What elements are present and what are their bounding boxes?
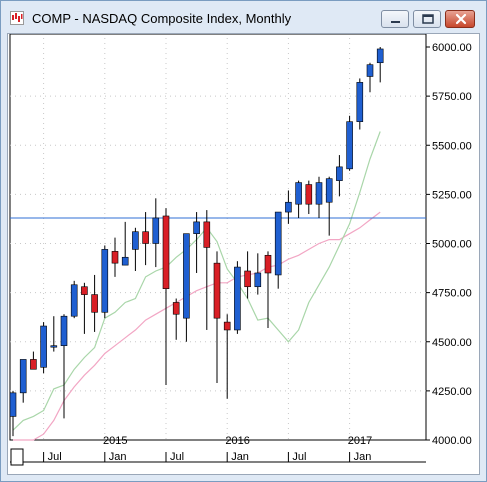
x-year-label: 2016 xyxy=(225,435,249,447)
candle-body[interactable] xyxy=(50,345,58,348)
candle-body[interactable] xyxy=(254,272,262,288)
x-month-label: Jul xyxy=(170,451,184,463)
x-month-label: Jul xyxy=(48,451,62,463)
candle-body[interactable] xyxy=(203,221,211,248)
candle-body[interactable] xyxy=(183,233,190,319)
candle-body[interactable] xyxy=(9,392,17,417)
y-tick-label: 4500.00 xyxy=(432,337,472,349)
candle-body[interactable] xyxy=(19,359,27,394)
candle-body[interactable] xyxy=(101,249,109,313)
x-year-label: 2017 xyxy=(348,435,372,447)
y-tick-label: 4000.00 xyxy=(432,435,472,447)
candle-body[interactable] xyxy=(40,325,47,368)
candle-body[interactable] xyxy=(305,184,313,205)
candle-body[interactable] xyxy=(60,315,68,346)
candle-body[interactable] xyxy=(234,266,241,331)
x-month-label: Jan xyxy=(231,451,249,463)
candle-body[interactable] xyxy=(132,231,139,250)
candle-body[interactable] xyxy=(285,201,292,213)
candle-body[interactable] xyxy=(172,302,180,315)
x-month-label: Jan xyxy=(354,451,372,463)
maximize-icon xyxy=(422,14,434,24)
candle-body[interactable] xyxy=(264,254,272,274)
x-month-label: Jan xyxy=(109,451,127,463)
y-tick-label: 4250.00 xyxy=(432,386,472,398)
y-tick-label: 5000.00 xyxy=(432,239,472,251)
x-year-label: 2015 xyxy=(103,435,127,447)
candle-body[interactable] xyxy=(70,284,78,317)
candlestick-chart[interactable]: 6000.00 5750.00 5500.00 5250.00 5000.00 4750.… xyxy=(8,34,479,474)
candle-body[interactable] xyxy=(366,64,374,77)
window-title: COMP - NASDAQ Composite Index, Monthly xyxy=(32,11,292,26)
candle-body[interactable] xyxy=(193,221,200,234)
candle-body[interactable] xyxy=(356,82,364,122)
candle-body[interactable] xyxy=(223,321,231,331)
candle-body[interactable] xyxy=(274,211,282,276)
minimize-button[interactable] xyxy=(381,10,409,28)
candle-body[interactable] xyxy=(336,166,343,181)
y-tick-label: 6000.00 xyxy=(432,42,472,54)
x-month-label: Jul xyxy=(292,451,306,463)
y-tick-label: 4750.00 xyxy=(432,288,472,300)
minimize-icon xyxy=(391,21,400,23)
candle-body[interactable] xyxy=(152,217,160,244)
candle-body[interactable] xyxy=(30,359,37,370)
close-button[interactable] xyxy=(445,10,475,28)
candle-body[interactable] xyxy=(376,48,384,64)
app-icon xyxy=(10,11,24,25)
candle-body[interactable] xyxy=(315,182,323,205)
close-icon xyxy=(455,13,467,25)
candle-body[interactable] xyxy=(213,262,221,319)
candle-body[interactable] xyxy=(142,231,149,244)
scroll-handle[interactable] xyxy=(10,448,24,466)
plot-frame xyxy=(9,34,427,441)
maximize-button[interactable] xyxy=(413,10,441,28)
slow-moving-average-line xyxy=(13,211,381,441)
y-tick-label: 5250.00 xyxy=(432,189,472,201)
title-bar[interactable]: COMP - NASDAQ Composite Index, Monthly xyxy=(1,1,486,33)
candle-body[interactable] xyxy=(295,182,302,205)
candle-body[interactable] xyxy=(91,294,98,313)
candle-body[interactable] xyxy=(81,286,88,295)
chart-area[interactable]: 6000.00 5750.00 5500.00 5250.00 5000.00 4750.… xyxy=(7,33,480,475)
candle-body[interactable] xyxy=(162,215,170,289)
candle-body[interactable] xyxy=(244,270,251,288)
y-tick-label: 5500.00 xyxy=(432,140,472,152)
candle-body[interactable] xyxy=(121,256,129,266)
candle-body[interactable] xyxy=(111,251,119,264)
y-tick-label: 5750.00 xyxy=(432,91,472,103)
candle-body[interactable] xyxy=(346,121,353,170)
candle-body[interactable] xyxy=(325,178,333,203)
